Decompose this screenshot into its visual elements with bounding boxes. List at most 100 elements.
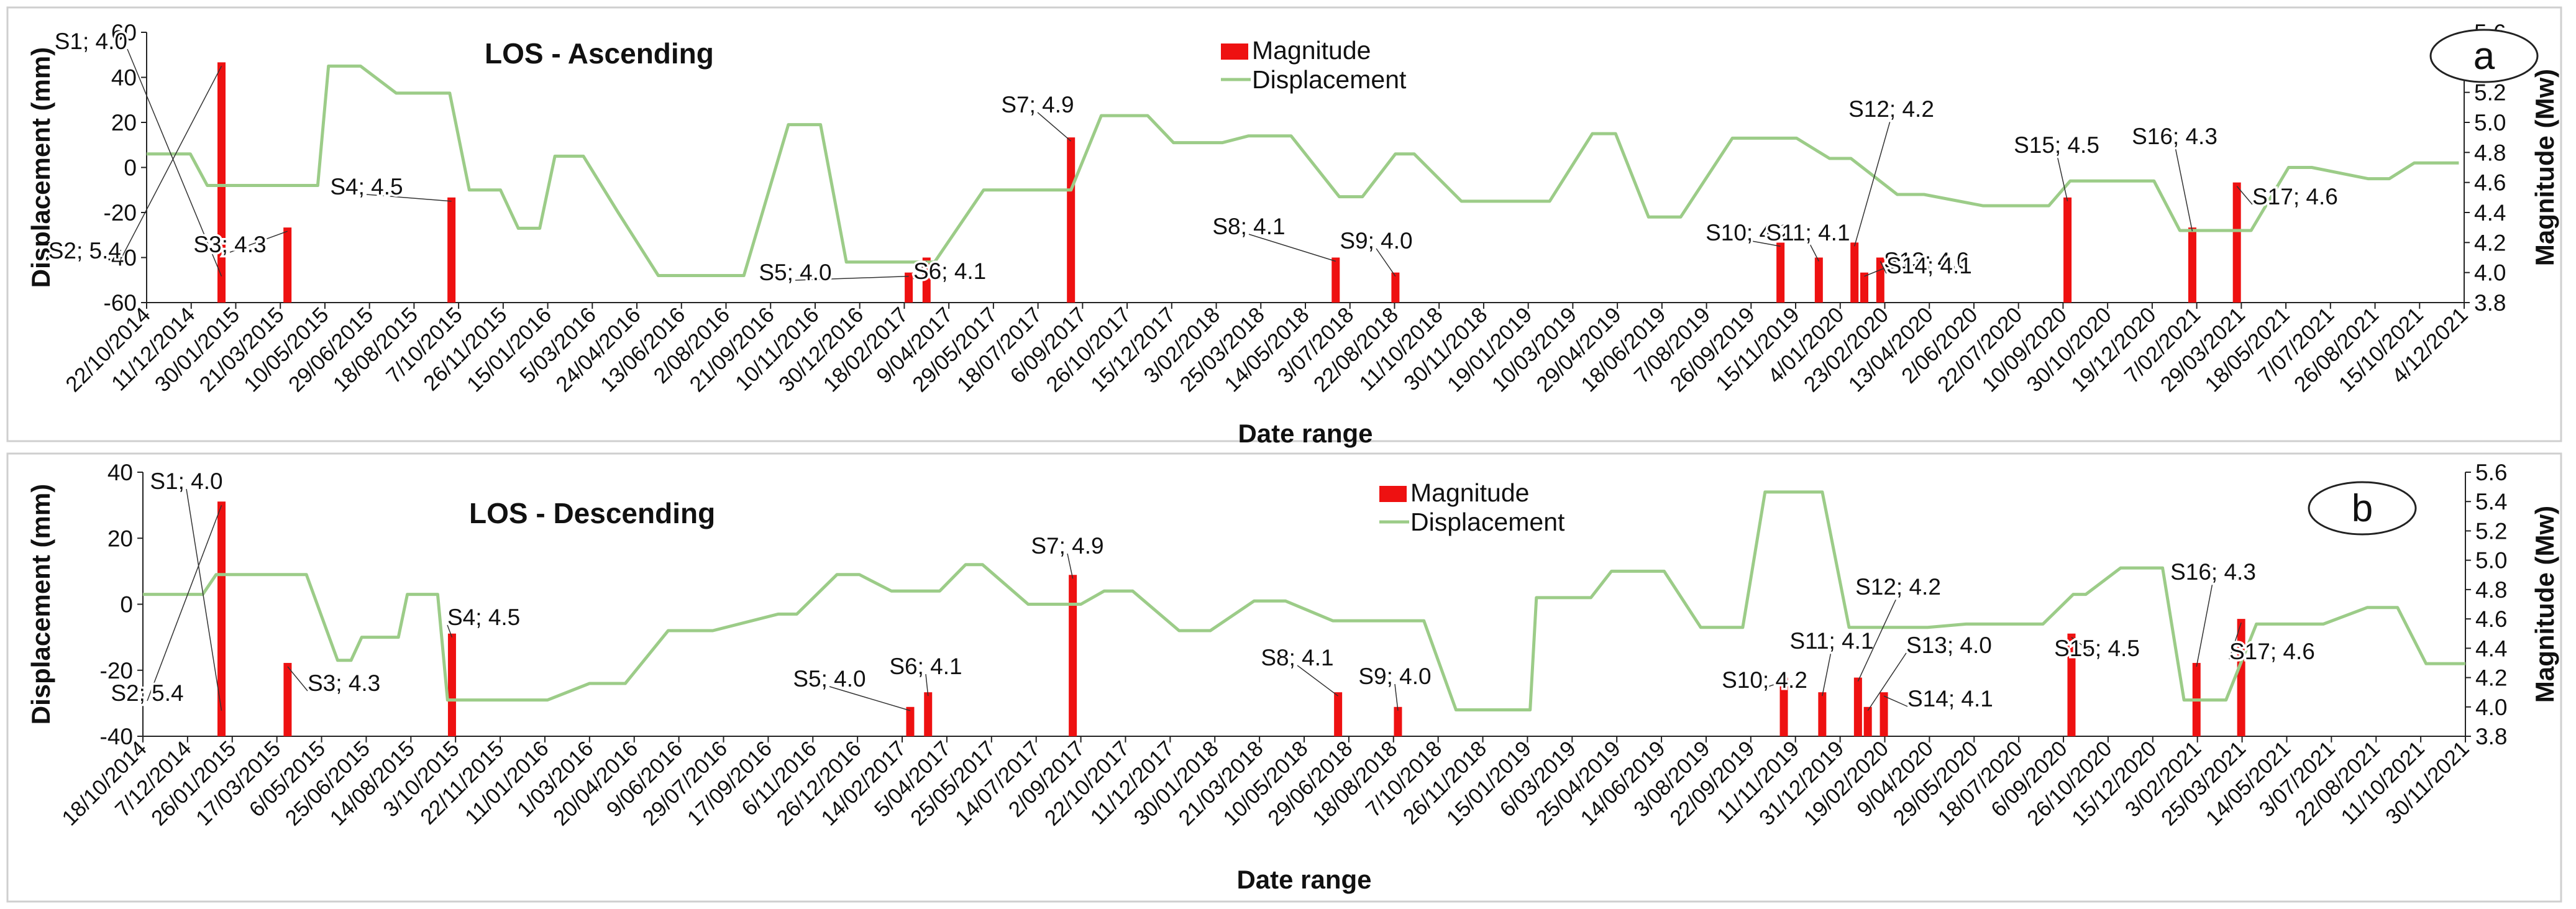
panel-letter: b: [2352, 487, 2373, 530]
y-tick-label: 0: [124, 155, 137, 181]
event-leader-line: [1748, 240, 1781, 247]
y2-tick-label: 3.8: [2475, 724, 2507, 749]
event-label: S8; 4.1: [1212, 214, 1285, 239]
y2-tick-label: 4.0: [2475, 695, 2507, 720]
event-leader-line: [2174, 144, 2193, 232]
y-tick-label: -40: [104, 245, 137, 271]
event-leader-line: [1394, 683, 1399, 711]
magnitude-bar: [447, 633, 456, 736]
magnitude-bar: [1334, 692, 1343, 736]
magnitude-bar: [1391, 272, 1400, 303]
event-leader-line: [829, 686, 911, 711]
event-label: S4; 4.5: [330, 174, 403, 199]
magnitude-bar: [447, 197, 456, 303]
event-label: S9; 4.0: [1340, 228, 1412, 254]
chart-title: LOS - Descending: [469, 497, 715, 529]
y-axis-title: Displacement (mm): [26, 47, 55, 288]
event-label: S5; 4.0: [759, 260, 831, 285]
y-tick-label: 40: [107, 460, 133, 485]
event-leader-line: [1867, 652, 1907, 711]
event-label: S12; 4.2: [1848, 96, 1934, 122]
legend-swatch-magnitude: [1221, 43, 1248, 60]
magnitude-bar: [1776, 242, 1785, 303]
event-leader-line: [121, 65, 222, 259]
event-leader-line: [186, 488, 222, 711]
event-leader-line: [1822, 648, 1832, 697]
y2-tick-label: 5.6: [2475, 460, 2507, 485]
y2-axis-title: Magnitude (Mw): [2530, 506, 2559, 703]
y-tick-label: -20: [104, 200, 137, 226]
y-axis-title: Displacement (mm): [26, 484, 55, 724]
y2-tick-label: 4.6: [2475, 606, 2507, 632]
event-label: S6; 4.1: [913, 258, 986, 284]
event-leader-line: [1037, 112, 1072, 142]
magnitude-bar: [2067, 633, 2076, 736]
y2-tick-label: 5.4: [2475, 489, 2507, 514]
y-tick-label: 20: [107, 526, 133, 551]
event-label: S12; 4.2: [1855, 574, 1941, 600]
event-label: S15; 4.5: [2054, 636, 2140, 661]
event-label: S17; 4.6: [2252, 184, 2338, 209]
event-label: S14; 4.1: [1907, 686, 1993, 711]
magnitude-bar: [217, 501, 226, 736]
event-leader-line: [2196, 579, 2214, 667]
event-label: S10; 4.2: [1706, 220, 1791, 245]
y2-tick-label: 4.4: [2475, 636, 2507, 661]
y-tick-label: -40: [100, 724, 133, 749]
y2-tick-label: 5.0: [2475, 548, 2507, 573]
panel-letter-badge: [2308, 481, 2417, 536]
magnitude-bar: [217, 62, 226, 303]
magnitude-bar: [1818, 692, 1827, 736]
magnitude-bar: [924, 692, 933, 736]
event-leader-line: [1864, 268, 1884, 277]
magnitude-bar: [922, 257, 931, 303]
event-leader-line: [1883, 695, 1908, 707]
event-leader-line: [1376, 248, 1396, 277]
panel-frame: [6, 6, 2562, 442]
y-tick-label: 20: [111, 110, 137, 135]
event-leader-line: [287, 666, 308, 692]
magnitude-bar: [2237, 619, 2245, 736]
event-label: S5; 4.0: [793, 666, 866, 692]
magnitude-bar: [2232, 182, 2241, 303]
event-label: S7; 4.9: [1031, 533, 1103, 559]
y2-tick-label: 4.2: [2474, 230, 2506, 255]
event-label: S9; 4.0: [1358, 664, 1431, 689]
y-tick-label: 40: [111, 65, 137, 91]
event-leader-line: [913, 261, 927, 280]
event-leader-line: [2229, 622, 2242, 660]
magnitude-bar: [905, 272, 913, 303]
event-label: S1; 4.0: [150, 468, 222, 494]
event-leader-line: [1807, 240, 1820, 262]
event-leader-line: [1248, 234, 1336, 262]
event-leader-line: [795, 275, 909, 281]
magnitude-bar: [1879, 692, 1888, 736]
event-leader-line: [1067, 553, 1074, 579]
y-tick-label: 0: [120, 592, 133, 618]
y2-tick-label: 4.2: [2475, 665, 2507, 691]
legend-label-displacement: Displacement: [1410, 508, 1565, 536]
event-leader-line: [447, 624, 453, 637]
y-tick-label: -60: [104, 290, 137, 316]
legend-label-displacement: Displacement: [1252, 65, 1407, 94]
y2-tick-label: 4.8: [2474, 140, 2506, 165]
event-label: S3; 4.3: [308, 670, 380, 696]
magnitude-bar: [1876, 257, 1884, 303]
magnitude-bar: [1069, 575, 1077, 736]
displacement-line: [147, 64, 2459, 277]
event-label: S3; 4.3: [193, 232, 266, 257]
magnitude-bar: [283, 662, 292, 736]
magnitude-bar: [1850, 242, 1859, 303]
event-label: S16; 4.3: [2170, 559, 2256, 585]
y2-tick-label: 4.0: [2474, 260, 2506, 286]
event-label: S6; 4.1: [889, 654, 962, 679]
panel-letter-badge: [2429, 29, 2539, 83]
event-leader-line: [925, 674, 929, 697]
event-label: S11; 4.1: [1766, 220, 1850, 245]
magnitude-bar: [1331, 257, 1340, 303]
event-leader-line: [1764, 680, 1784, 688]
event-leader-line: [147, 505, 222, 701]
event-leader-line: [1879, 261, 1887, 274]
event-label: S1; 4.0: [55, 29, 127, 54]
